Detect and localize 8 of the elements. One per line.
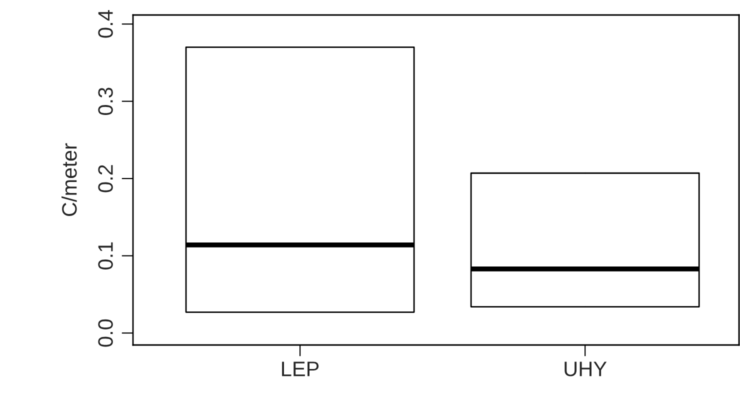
y-tick-label: 0.4 (98, 10, 113, 38)
x-tick-label: UHY (564, 362, 607, 376)
y-tick-label: 0.0 (98, 319, 113, 347)
y-tick-label: 0.2 (98, 165, 113, 192)
y-tick-label: 0.1 (98, 242, 113, 270)
x-tick-label: LEP (282, 362, 319, 376)
y-axis-title: C/meter (62, 143, 77, 216)
y-tick-label: 0.3 (98, 88, 113, 115)
